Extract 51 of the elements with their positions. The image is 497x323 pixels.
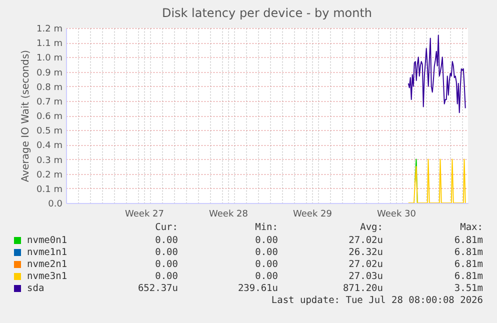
legend-label: nvme2n1 (27, 259, 68, 270)
text: 0.00 (255, 271, 278, 282)
y-tick-label: 0.7 m (36, 97, 62, 108)
y-tick-label: 1.2 m (36, 24, 62, 34)
y-tick-label: 0.4 m (36, 141, 62, 152)
legend-label: nvme0n1 (27, 235, 68, 246)
text: 0.00 (155, 235, 178, 246)
y-tick-label: 0.9 m (36, 68, 62, 78)
text: 27.03u (348, 271, 383, 282)
chart-title: Disk latency per device - by month (162, 6, 372, 20)
text: 26.32u (348, 247, 383, 258)
legend-label: sda (27, 283, 44, 294)
line-series (408, 158, 466, 203)
text: Cur: (155, 222, 178, 233)
legend-label: nvme3n1 (27, 271, 68, 282)
text: 0.00 (255, 247, 278, 258)
text: 0.00 (155, 247, 178, 258)
text: 871.20u (342, 283, 383, 294)
line-series (408, 34, 466, 114)
text: 6.81m (454, 235, 483, 246)
y-tick-label: 0.1 m (36, 184, 62, 195)
text: 27.02u (348, 235, 383, 246)
text: 0.00 (155, 259, 178, 270)
legend-label: nvme1n1 (27, 247, 68, 258)
text: 6.81m (454, 247, 483, 258)
y-tick-label: 1.0 m (36, 54, 62, 64)
x-tick-label: Week 29 (293, 210, 332, 220)
text: Min: (255, 222, 278, 233)
text: 3.51m (454, 283, 483, 294)
y-axis-title: Average IO Wait (seconds) (20, 50, 32, 182)
text: 652.37u (138, 283, 178, 294)
x-tick-label: Week 30 (377, 210, 416, 220)
text: 0.00 (255, 259, 278, 270)
y-tick-label: 0.2 m (36, 170, 62, 180)
text: Max: (460, 222, 483, 233)
text: 239.61u (238, 283, 278, 294)
y-tick-label: 0.0 (48, 200, 63, 210)
y-tick-label: 0.6 m (36, 112, 62, 122)
text: 0.00 (155, 271, 178, 282)
x-tick-label: Week 28 (209, 210, 248, 220)
text: 6.81m (454, 271, 483, 282)
text: Avg: (360, 222, 383, 233)
text: 0.00 (255, 235, 278, 246)
text: Last update: Tue Jul 28 08:00:08 2026 (271, 295, 483, 306)
x-tick-label: Week 27 (125, 210, 164, 220)
y-tick-label: 0.5 m (36, 126, 62, 137)
y-tick-label: 1.1 m (36, 39, 62, 50)
text: 6.81m (454, 259, 483, 270)
y-tick-label: 0.3 m (36, 156, 62, 166)
y-tick-label: 0.8 m (36, 82, 62, 93)
text: 27.02u (348, 259, 383, 270)
